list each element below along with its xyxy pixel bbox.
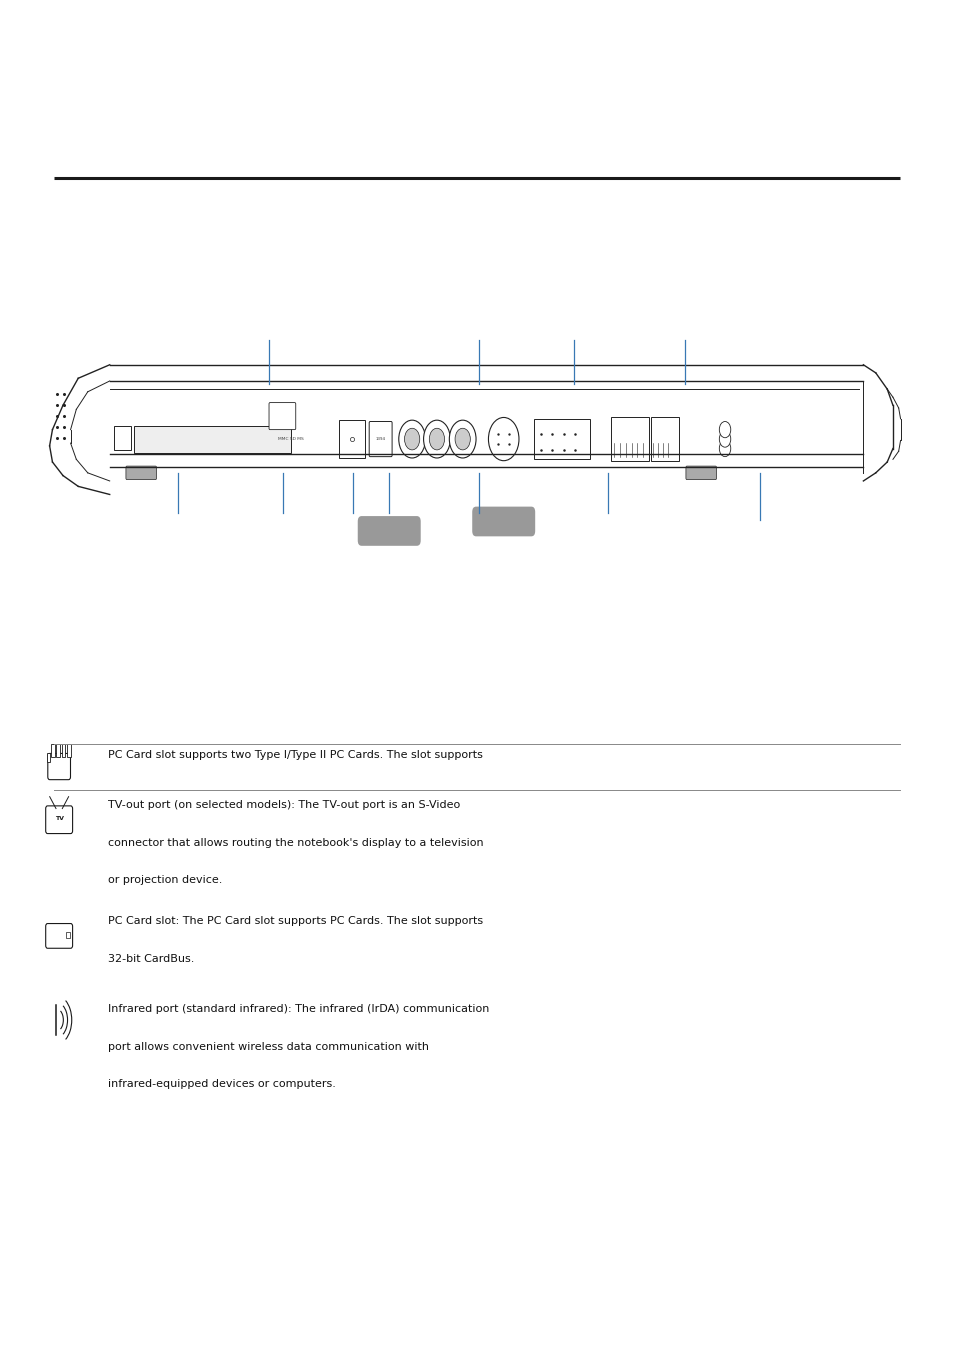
Bar bbox=[650, 417, 679, 461]
Bar bbox=[113, 426, 131, 450]
Circle shape bbox=[423, 420, 450, 458]
FancyBboxPatch shape bbox=[46, 805, 72, 834]
FancyBboxPatch shape bbox=[685, 466, 716, 480]
Text: connector that allows routing the notebook's display to a television: connector that allows routing the notebo… bbox=[108, 838, 483, 847]
Text: 32-bit CardBus.: 32-bit CardBus. bbox=[108, 954, 194, 963]
Circle shape bbox=[455, 428, 470, 450]
FancyBboxPatch shape bbox=[126, 466, 156, 480]
Bar bbox=[56, 743, 60, 757]
Circle shape bbox=[719, 422, 730, 438]
Circle shape bbox=[398, 420, 425, 458]
FancyBboxPatch shape bbox=[46, 924, 72, 948]
FancyBboxPatch shape bbox=[472, 507, 535, 536]
Bar bbox=[610, 417, 648, 461]
Text: PC Card slot supports two Type I/Type II PC Cards. The slot supports: PC Card slot supports two Type I/Type II… bbox=[108, 750, 482, 759]
Circle shape bbox=[488, 417, 518, 461]
Text: Infrared port (standard infrared): The infrared (IrDA) communication: Infrared port (standard infrared): The i… bbox=[108, 1004, 489, 1013]
Circle shape bbox=[719, 440, 730, 457]
Text: infrared-equipped devices or computers.: infrared-equipped devices or computers. bbox=[108, 1079, 335, 1089]
Circle shape bbox=[404, 428, 419, 450]
Circle shape bbox=[719, 431, 730, 447]
Text: MMC SD MS: MMC SD MS bbox=[278, 438, 303, 440]
FancyBboxPatch shape bbox=[269, 403, 295, 430]
Text: 1394: 1394 bbox=[375, 438, 385, 440]
Bar bbox=[47, 754, 51, 762]
FancyBboxPatch shape bbox=[369, 422, 392, 457]
Text: port allows convenient wireless data communication with: port allows convenient wireless data com… bbox=[108, 1042, 428, 1051]
Bar bbox=[51, 743, 55, 757]
FancyBboxPatch shape bbox=[48, 754, 71, 780]
Text: TV: TV bbox=[54, 816, 64, 821]
Text: TV-out port (on selected models): The TV-out port is an S-Video: TV-out port (on selected models): The TV… bbox=[108, 800, 459, 809]
Text: PC Card slot: The PC Card slot supports PC Cards. The slot supports: PC Card slot: The PC Card slot supports … bbox=[108, 916, 482, 925]
Bar bbox=[67, 932, 71, 938]
Bar bbox=[338, 420, 365, 458]
Bar bbox=[67, 743, 71, 757]
Circle shape bbox=[449, 420, 476, 458]
Bar bbox=[62, 743, 66, 757]
Text: or projection device.: or projection device. bbox=[108, 875, 222, 885]
Bar bbox=[133, 426, 291, 453]
Bar bbox=[534, 419, 589, 459]
FancyBboxPatch shape bbox=[357, 516, 420, 546]
Circle shape bbox=[429, 428, 444, 450]
